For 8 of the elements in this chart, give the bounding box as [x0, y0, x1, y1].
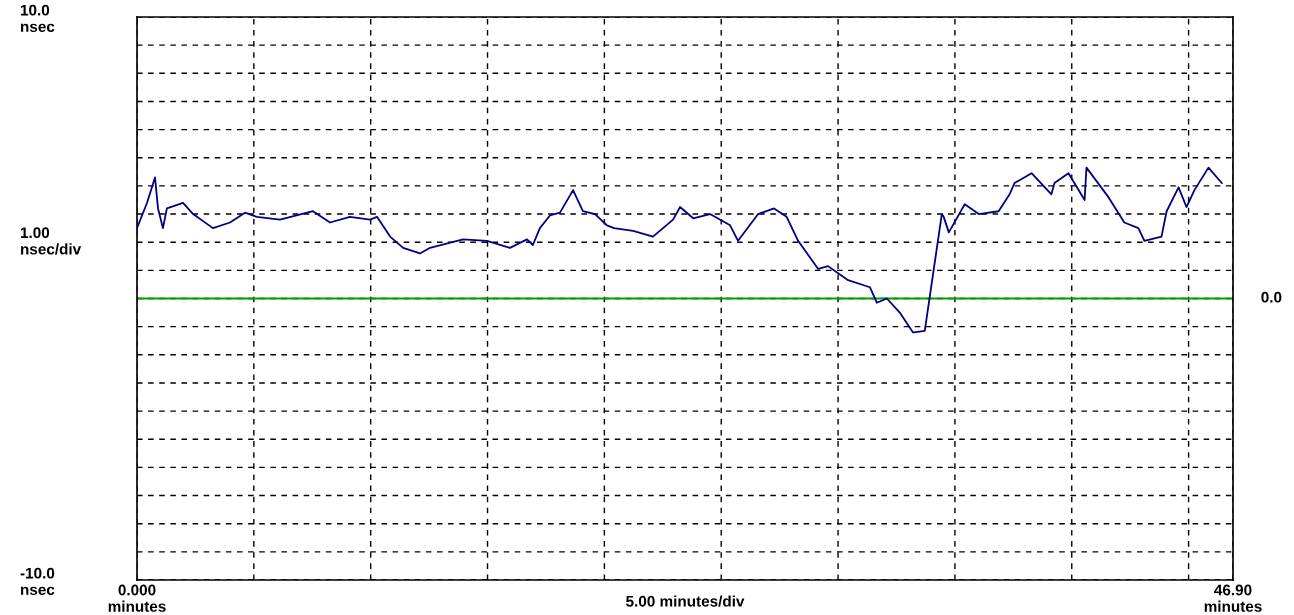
x-tick-label: 46.90 minutes: [1204, 584, 1262, 612]
x-axis-title: 5.00 minutes/div: [626, 595, 745, 607]
ref-line-label: 0.0: [1261, 291, 1282, 303]
y-tick-label: -10.0 nsec: [20, 567, 55, 596]
x-tick-label: 0.000 minutes: [108, 584, 166, 612]
y-tick-label: 10.0 nsec: [20, 4, 55, 33]
y-axis-title: 1.00 nsec/div: [20, 227, 82, 255]
line-series: [137, 166, 1223, 334]
